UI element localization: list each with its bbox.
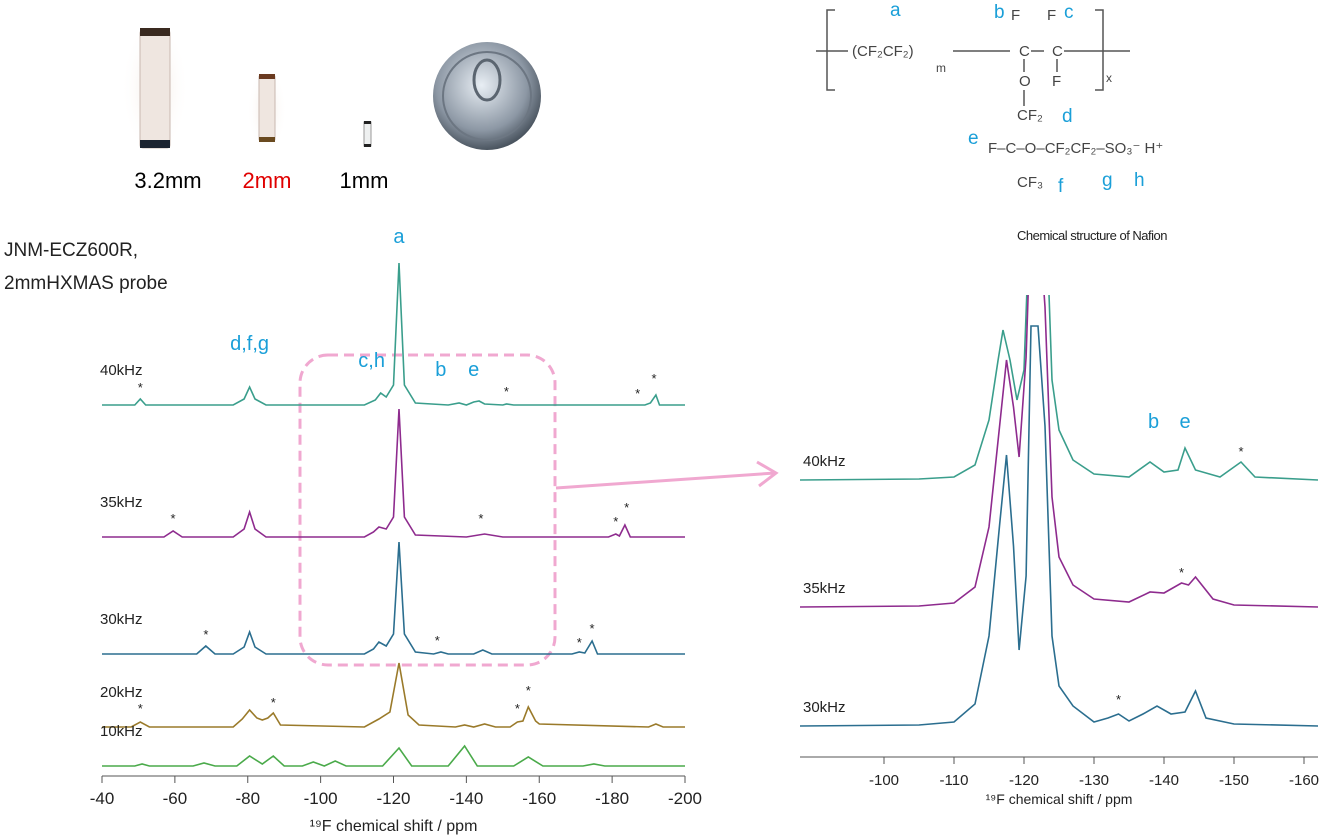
instrument-line: JNM-ECZ600R, bbox=[4, 240, 138, 261]
zoom-box bbox=[300, 355, 555, 665]
series-label: 10kHz bbox=[100, 723, 143, 740]
sideband-mark: * bbox=[577, 635, 582, 650]
peak-label: d,f,g bbox=[230, 333, 269, 355]
sideband-mark: * bbox=[515, 701, 520, 716]
structure-caption: Chemical structure of Nafion bbox=[1017, 228, 1167, 243]
series-label: 40kHz bbox=[100, 362, 143, 379]
structure-text: h bbox=[1134, 170, 1145, 191]
structure-text: C bbox=[1019, 43, 1030, 60]
structure-text: d bbox=[1062, 106, 1073, 127]
x-tick-label: -120 bbox=[1009, 772, 1039, 789]
probe-label: 2mm bbox=[243, 168, 292, 193]
x-axis-label: ¹⁹F chemical shift / ppm bbox=[986, 791, 1133, 807]
structure-text: F–C–O–CF₂CF₂–SO₃⁻ H⁺ bbox=[988, 140, 1163, 157]
x-tick-label: -100 bbox=[869, 772, 899, 789]
structure-text: x bbox=[1106, 71, 1112, 85]
structure-text: c bbox=[1064, 2, 1074, 23]
sideband-mark: * bbox=[526, 683, 531, 698]
x-tick-label: -200 bbox=[668, 789, 702, 808]
sideband-mark: * bbox=[504, 384, 509, 399]
structure-text: b bbox=[994, 2, 1005, 23]
structure-text: e bbox=[968, 128, 979, 149]
instrument-line: 2mmHXMAS probe bbox=[4, 273, 168, 294]
sideband-mark: * bbox=[590, 621, 595, 636]
x-tick-label: -100 bbox=[304, 789, 338, 808]
structure-text: (CF₂CF₂) bbox=[852, 43, 914, 60]
series-label: 35kHz bbox=[100, 494, 143, 511]
sideband-mark: * bbox=[203, 627, 208, 642]
peak-label: b bbox=[1148, 411, 1159, 433]
x-tick-label: -160 bbox=[522, 789, 556, 808]
figure: 3.2mm 2mm 1mm JNM-ECZ600R, 2mmHXMAS prob… bbox=[0, 0, 1322, 837]
x-tick-label: -140 bbox=[449, 789, 483, 808]
x-tick-label: -160 bbox=[1289, 772, 1319, 789]
sideband-mark: * bbox=[435, 633, 440, 648]
x-tick-label: -110 bbox=[940, 772, 969, 789]
spectrum bbox=[800, 326, 1318, 726]
sideband-mark: * bbox=[478, 511, 483, 526]
peak-label: c,h bbox=[358, 350, 385, 372]
series-label: 30kHz bbox=[803, 699, 846, 716]
series-label: 40kHz bbox=[803, 453, 846, 470]
structure-text: CF₂ bbox=[1017, 107, 1043, 124]
x-tick-label: -130 bbox=[1079, 772, 1109, 789]
spectrum bbox=[102, 746, 685, 766]
structure-text: C bbox=[1052, 43, 1063, 60]
sideband-mark: * bbox=[624, 500, 629, 515]
spectrum bbox=[102, 663, 685, 727]
sideband-mark: * bbox=[138, 701, 143, 716]
sideband-mark: * bbox=[138, 380, 143, 395]
peak-label: a bbox=[393, 226, 405, 248]
x-tick-label: -80 bbox=[235, 789, 260, 808]
x-tick-label: -40 bbox=[90, 789, 115, 808]
structure-text: O bbox=[1019, 73, 1031, 90]
structure-text: a bbox=[890, 0, 901, 21]
structure-text: g bbox=[1102, 170, 1113, 191]
structure-text: F bbox=[1052, 73, 1061, 90]
structure-text: CF₃ bbox=[1017, 174, 1043, 191]
spectrum bbox=[800, 207, 1318, 607]
peak-label: b bbox=[435, 359, 446, 381]
sideband-mark: * bbox=[1179, 565, 1184, 580]
series-label: 30kHz bbox=[100, 611, 143, 628]
x-tick-label: -140 bbox=[1149, 772, 1179, 789]
probe-label: 1mm bbox=[340, 168, 389, 193]
x-tick-label: -60 bbox=[163, 789, 188, 808]
probe-label: 3.2mm bbox=[134, 168, 201, 193]
sideband-mark: * bbox=[271, 695, 276, 710]
spectrum bbox=[102, 263, 685, 405]
structure-text: f bbox=[1058, 176, 1064, 197]
sideband-mark: * bbox=[635, 386, 640, 401]
sideband-mark: * bbox=[1116, 692, 1121, 707]
series-label: 20kHz bbox=[100, 684, 143, 701]
probe-photos bbox=[121, 18, 541, 158]
peak-label: e bbox=[1179, 411, 1190, 433]
structure-text: F bbox=[1011, 7, 1020, 24]
sideband-mark: * bbox=[651, 371, 656, 386]
structure-text: m bbox=[936, 61, 946, 75]
sideband-mark: * bbox=[1238, 444, 1243, 459]
spectrum bbox=[102, 542, 685, 654]
plots: -40 -60 -80 -100 -120 -140 -160 -180 -200 ¹⁹F che… bbox=[90, 80, 1319, 835]
x-tick-label: -120 bbox=[376, 789, 410, 808]
x-tick-label: -180 bbox=[595, 789, 629, 808]
sideband-mark: * bbox=[613, 514, 618, 529]
structure-text: F bbox=[1047, 7, 1056, 24]
x-axis-label: ¹⁹F chemical shift / ppm bbox=[310, 818, 478, 835]
peak-label: e bbox=[468, 359, 479, 381]
spectrum bbox=[102, 409, 685, 537]
zoom-arrow bbox=[556, 462, 776, 488]
x-tick-label: -150 bbox=[1219, 772, 1249, 789]
sideband-mark: * bbox=[171, 511, 176, 526]
series-label: 35kHz bbox=[803, 580, 846, 597]
